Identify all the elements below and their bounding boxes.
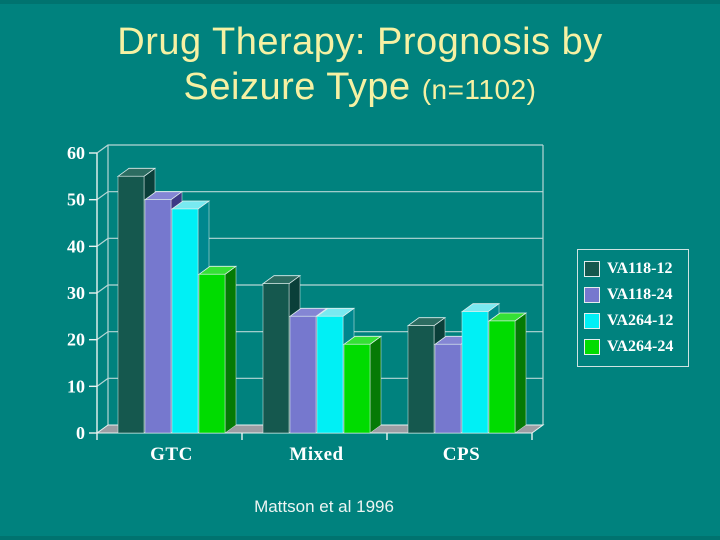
bar-Mixed-VA118-12 xyxy=(262,283,290,434)
bar-CPS-VA264-12 xyxy=(461,311,489,434)
legend-swatch-VA118-24 xyxy=(584,287,600,303)
legend-label-VA118-12: VA118-12 xyxy=(607,260,673,277)
title-line-1: Drug Therapy: Prognosis by xyxy=(117,21,603,63)
legend-label-VA118-24: VA118-24 xyxy=(607,286,673,303)
bar-GTC-VA264-12 xyxy=(171,208,199,434)
y-tick-label-30: 30 xyxy=(67,283,85,303)
title-line-2-main: Seizure Type xyxy=(183,66,411,108)
y-tick-label-50: 50 xyxy=(67,190,85,210)
legend-item-VA264-24: VA264-24 xyxy=(584,334,684,360)
legend-swatch-VA264-12 xyxy=(584,313,600,329)
bar-GTC-VA264-24 xyxy=(198,274,226,434)
bar-Mixed-VA118-24 xyxy=(289,316,317,434)
bar-GTC-VA118-24 xyxy=(144,199,172,434)
x-label-GTC: GTC xyxy=(150,444,193,465)
slide-title: Drug Therapy: Prognosis by Seizure Type … xyxy=(0,20,720,112)
bar-Mixed-VA264-24 xyxy=(343,344,371,434)
bar-CPS-VA264-24 xyxy=(488,320,516,434)
bar-Mixed-VA264-24-side xyxy=(369,335,382,434)
x-label-CPS: CPS xyxy=(443,444,480,465)
bar-GTC-VA118-12 xyxy=(117,176,145,434)
legend-label-VA264-12: VA264-12 xyxy=(607,312,674,329)
y-tick-label-20: 20 xyxy=(67,330,85,350)
y-tick-label-10: 10 xyxy=(67,376,85,396)
bar-GTC-VA264-24-side xyxy=(224,265,237,434)
y-tick-label-40: 40 xyxy=(67,236,85,256)
gridline-60 xyxy=(96,144,543,154)
title-sample-size: (n=1102) xyxy=(421,74,537,105)
slide-top-edge xyxy=(0,0,720,4)
citation-text: Mattson et al 1996 xyxy=(254,497,394,516)
title-line-2: Seizure Type (n=1102) xyxy=(0,65,720,112)
y-tick-label-0: 0 xyxy=(76,423,85,443)
legend-item-VA118-24: VA118-24 xyxy=(584,282,684,308)
legend-item-VA118-12: VA118-12 xyxy=(584,256,684,282)
chart-legend: VA118-12 VA118-24 VA264-12 VA264-24 xyxy=(577,249,689,367)
legend-label-VA264-24: VA264-24 xyxy=(607,338,674,355)
legend-item-VA264-12: VA264-12 xyxy=(584,308,684,334)
legend-swatch-VA118-12 xyxy=(584,261,600,277)
slide-bottom-edge xyxy=(0,536,720,540)
bar-CPS-VA264-24-side xyxy=(514,312,527,434)
bar-CPS-VA118-24 xyxy=(434,344,462,434)
legend-swatch-VA264-24 xyxy=(584,339,600,355)
bar-CPS-VA118-12 xyxy=(407,325,435,434)
x-label-Mixed: Mixed xyxy=(289,444,343,465)
bar-Mixed-VA264-12 xyxy=(316,316,344,434)
y-tick-label-60: 60 xyxy=(67,143,85,163)
